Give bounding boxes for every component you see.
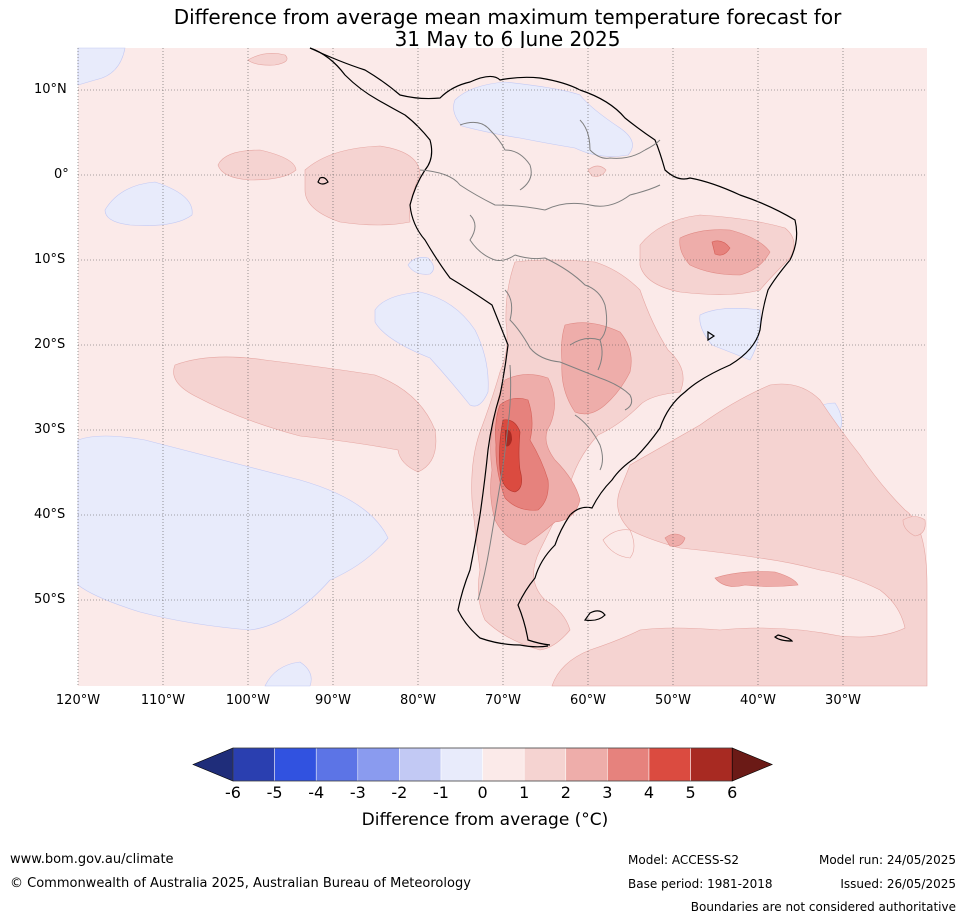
copyright-text: © Commonwealth of Australia 2025, Austra… <box>10 876 471 891</box>
lat-label-50s: 50°S <box>34 592 66 607</box>
colorbar-tick-label: 5 <box>685 783 696 802</box>
lon-label-70w: 70°W <box>485 693 521 708</box>
colorbar-segment <box>440 747 483 782</box>
cool-anomaly-patches <box>77 47 842 687</box>
colorbar-tick-label: 1 <box>519 783 530 802</box>
colorbar-tick-label: -3 <box>349 783 366 802</box>
colorbar-segment <box>274 747 317 782</box>
lat-label-10s: 10°S <box>34 252 66 267</box>
colorbar-tick-label: -2 <box>391 783 408 802</box>
colorbar-segment <box>357 747 400 782</box>
lon-label-30w: 30°W <box>825 693 861 708</box>
colorbar-tick-label: 4 <box>643 783 655 802</box>
colorbar-segment <box>315 747 359 782</box>
lon-label-120w: 120°W <box>55 693 101 708</box>
lon-label-110w: 110°W <box>140 693 186 708</box>
lon-label-100w: 100°W <box>225 693 271 708</box>
map-title-line-2: 31 May to 6 June 2025 <box>394 27 621 51</box>
lon-label-60w: 60°W <box>570 693 606 708</box>
colorbar-tick-label: 3 <box>602 783 613 802</box>
colorbar-tick-label: -1 <box>433 783 449 802</box>
colorbar-segment <box>690 747 733 782</box>
colorbar-segment <box>523 747 567 782</box>
issued-date: Issued: 26/05/2025 <box>840 877 956 891</box>
lat-label-10n: 10°N <box>34 82 67 97</box>
colorbar-segment <box>565 747 608 782</box>
model-name: Model: ACCESS-S2 <box>628 853 740 867</box>
colorbar-segment <box>482 747 525 782</box>
colorbar-tick-label: 0 <box>477 783 488 802</box>
lat-label-0: 0° <box>54 167 69 182</box>
map-title-line-1: Difference from average mean maximum tem… <box>173 5 842 29</box>
colorbar-segments <box>192 747 773 782</box>
lon-label-80w: 80°W <box>400 693 436 708</box>
colorbar-extend-low <box>192 747 234 782</box>
anomaly-map <box>77 47 928 687</box>
colorbar-title: Difference from average (°C) <box>361 810 609 830</box>
base-period: Base period: 1981-2018 <box>628 877 773 891</box>
website-link[interactable]: www.bom.gov.au/climate <box>10 852 174 867</box>
colorbar-segment <box>232 747 275 782</box>
colorbar-outline <box>232 747 733 782</box>
graticule <box>77 48 927 686</box>
colorbar <box>192 747 773 782</box>
colorbar-tick-label: -6 <box>225 783 241 802</box>
lat-label-20s: 20°S <box>34 337 66 352</box>
lon-label-40w: 40°W <box>740 693 776 708</box>
colorbar-segment <box>607 747 650 782</box>
colorbar-segment <box>399 747 442 782</box>
colorbar-segment <box>648 747 691 782</box>
colorbar-extend-high <box>731 747 773 782</box>
boundaries-disclaimer: Boundaries are not considered authoritat… <box>690 900 956 914</box>
colorbar-tick-label: -4 <box>308 783 325 802</box>
colorbar-tick-label: -5 <box>266 783 283 802</box>
lon-label-90w: 90°W <box>315 693 351 708</box>
lon-label-50w: 50°W <box>655 693 691 708</box>
model-run-date: Model run: 24/05/2025 <box>818 853 956 867</box>
colorbar-tick-label: 2 <box>560 783 571 802</box>
lat-label-30s: 30°S <box>34 422 66 437</box>
colorbar-tick-label: 6 <box>727 783 738 802</box>
lat-label-40s: 40°S <box>34 507 66 522</box>
